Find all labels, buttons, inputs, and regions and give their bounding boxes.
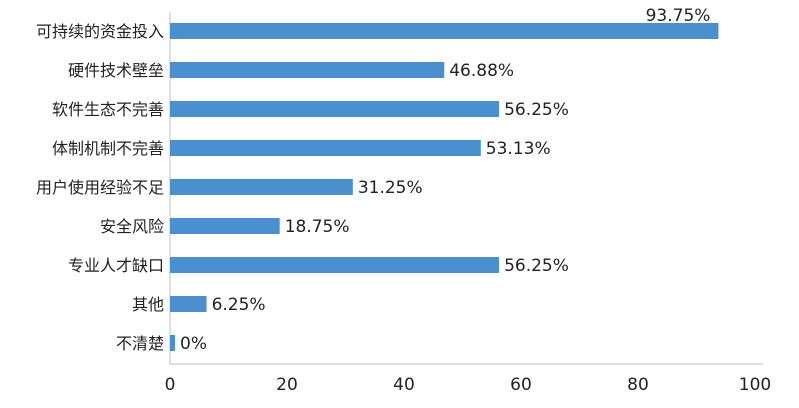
value-label: 18.75% <box>285 217 350 237</box>
value-label: 0% <box>180 334 207 354</box>
value-label: 93.75% <box>646 6 711 26</box>
chart-bars <box>170 23 719 351</box>
category-label: 软件生态不完善 <box>52 100 164 119</box>
value-label: 56.25% <box>504 256 569 276</box>
bar <box>170 62 445 78</box>
x-tick-label: 40 <box>393 375 415 395</box>
value-labels: 93.75% 46.88% 56.25% 53.13% 31.25% 18.75% 56.2… <box>180 6 710 354</box>
x-tick-label: 0 <box>165 375 176 395</box>
bar <box>170 101 500 117</box>
category-label: 可持续的资金投入 <box>36 22 164 41</box>
bar <box>170 179 353 195</box>
x-tick-label: 100 <box>739 375 771 395</box>
bar <box>170 140 481 156</box>
value-label: 6.25% <box>212 295 266 315</box>
bar <box>170 296 207 312</box>
x-tick-label: 80 <box>627 375 649 395</box>
bar <box>170 218 280 234</box>
category-label: 体制机制不完善 <box>52 139 164 158</box>
category-label: 安全风险 <box>100 217 164 236</box>
x-tick-label: 20 <box>276 375 298 395</box>
value-label: 56.25% <box>504 100 569 120</box>
category-label: 硬件技术壁垒 <box>68 61 164 80</box>
category-labels: 可持续的资金投入硬件技术壁垒软件生态不完善体制机制不完善用户使用经验不足安全风险… <box>36 22 164 353</box>
category-label: 专业人才缺口 <box>68 256 164 275</box>
value-label: 53.13% <box>486 139 551 159</box>
bar <box>170 335 175 351</box>
category-label: 其他 <box>132 295 164 314</box>
bar <box>170 23 719 39</box>
value-label: 46.88% <box>449 61 514 81</box>
category-label: 用户使用经验不足 <box>36 178 164 197</box>
x-tick-label: 60 <box>510 375 532 395</box>
category-label: 不清楚 <box>116 334 164 353</box>
x-axis-ticks: 0 20 40 60 80 100 <box>165 375 772 395</box>
value-label: 31.25% <box>358 178 423 198</box>
bar <box>170 257 500 273</box>
